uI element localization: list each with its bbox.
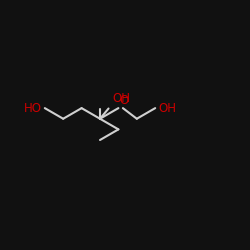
Text: OH: OH [112,92,130,105]
Text: OH: OH [158,102,176,114]
Text: O: O [120,94,129,107]
Text: HO: HO [24,102,42,114]
